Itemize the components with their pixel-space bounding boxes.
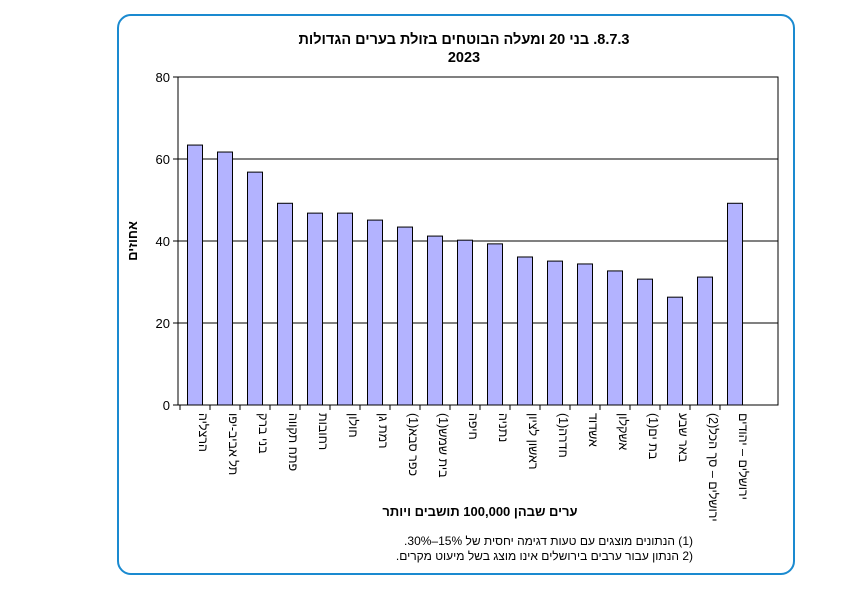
- x-tick-label: ירושלים – סך הכל(2): [706, 413, 720, 522]
- x-tick-label: חדרה(1): [556, 413, 570, 458]
- x-tick-label: הרצליה: [196, 413, 210, 452]
- bar: [607, 270, 623, 406]
- chart-frame: [117, 14, 795, 575]
- y-tick-label: 40: [156, 234, 170, 249]
- x-tick-label: חולון: [346, 413, 360, 438]
- x-tick-label: אשדוד: [586, 413, 600, 447]
- bar: [577, 263, 593, 406]
- bar: [487, 243, 503, 406]
- bar: [187, 144, 203, 406]
- x-tick-label: תל אביב-יפו: [226, 413, 240, 475]
- x-tick-label: כפר סבא(1): [406, 413, 420, 476]
- chart-subtitle: 2023: [448, 50, 480, 66]
- y-tick-label: 0: [163, 398, 170, 413]
- y-tick-label: 20: [156, 316, 170, 331]
- bar: [307, 212, 323, 406]
- bar: [727, 202, 743, 406]
- x-tick-label: באר שבע: [676, 413, 690, 463]
- bar: [547, 260, 563, 406]
- plot-area: [177, 76, 779, 406]
- y-tick-label: 60: [156, 152, 170, 167]
- chart-title: 8.7.3. בני 20 ומעלה הבוטחים בזולת בערים …: [298, 32, 629, 48]
- bar: [667, 296, 683, 406]
- footnote-1: (1) הנתונים מוצגים עם טעות דגימה יחסית ש…: [404, 534, 693, 548]
- x-tick-label: בני ברק: [256, 413, 270, 454]
- bar: [397, 226, 413, 406]
- bar: [457, 239, 473, 406]
- x-tick-label: חיפה: [466, 413, 480, 440]
- x-tick-label: רחובות: [316, 413, 330, 450]
- footnote-2: (2 הנתון עבור ערבים בירושלים אינו מוצג ב…: [396, 549, 693, 563]
- x-tick-label: פתח תקווה: [286, 413, 300, 471]
- x-tick-label: נתניה: [496, 413, 510, 442]
- x-tick-label: רמת גן: [376, 413, 390, 449]
- bar: [367, 219, 383, 406]
- bar: [247, 171, 263, 406]
- bar: [697, 276, 713, 406]
- x-tick-label: ירושלים – יהודים: [736, 413, 750, 500]
- x-tick-label: אשקלון: [616, 413, 630, 450]
- y-axis-label: אחוזים: [125, 221, 140, 261]
- bar: [277, 202, 293, 406]
- y-tick-label: 80: [156, 70, 170, 85]
- x-tick-label: בית שמש(1): [436, 413, 450, 478]
- bar: [517, 256, 533, 406]
- bar: [427, 235, 443, 406]
- bar: [637, 278, 653, 406]
- bar: [217, 151, 233, 406]
- x-tick-label: ראשון לציון: [526, 413, 540, 470]
- x-axis-label: ערים שבהן 100,000 תושבים ויותר: [382, 504, 577, 519]
- bar: [337, 212, 353, 406]
- x-tick-label: בת ים(1): [646, 413, 660, 460]
